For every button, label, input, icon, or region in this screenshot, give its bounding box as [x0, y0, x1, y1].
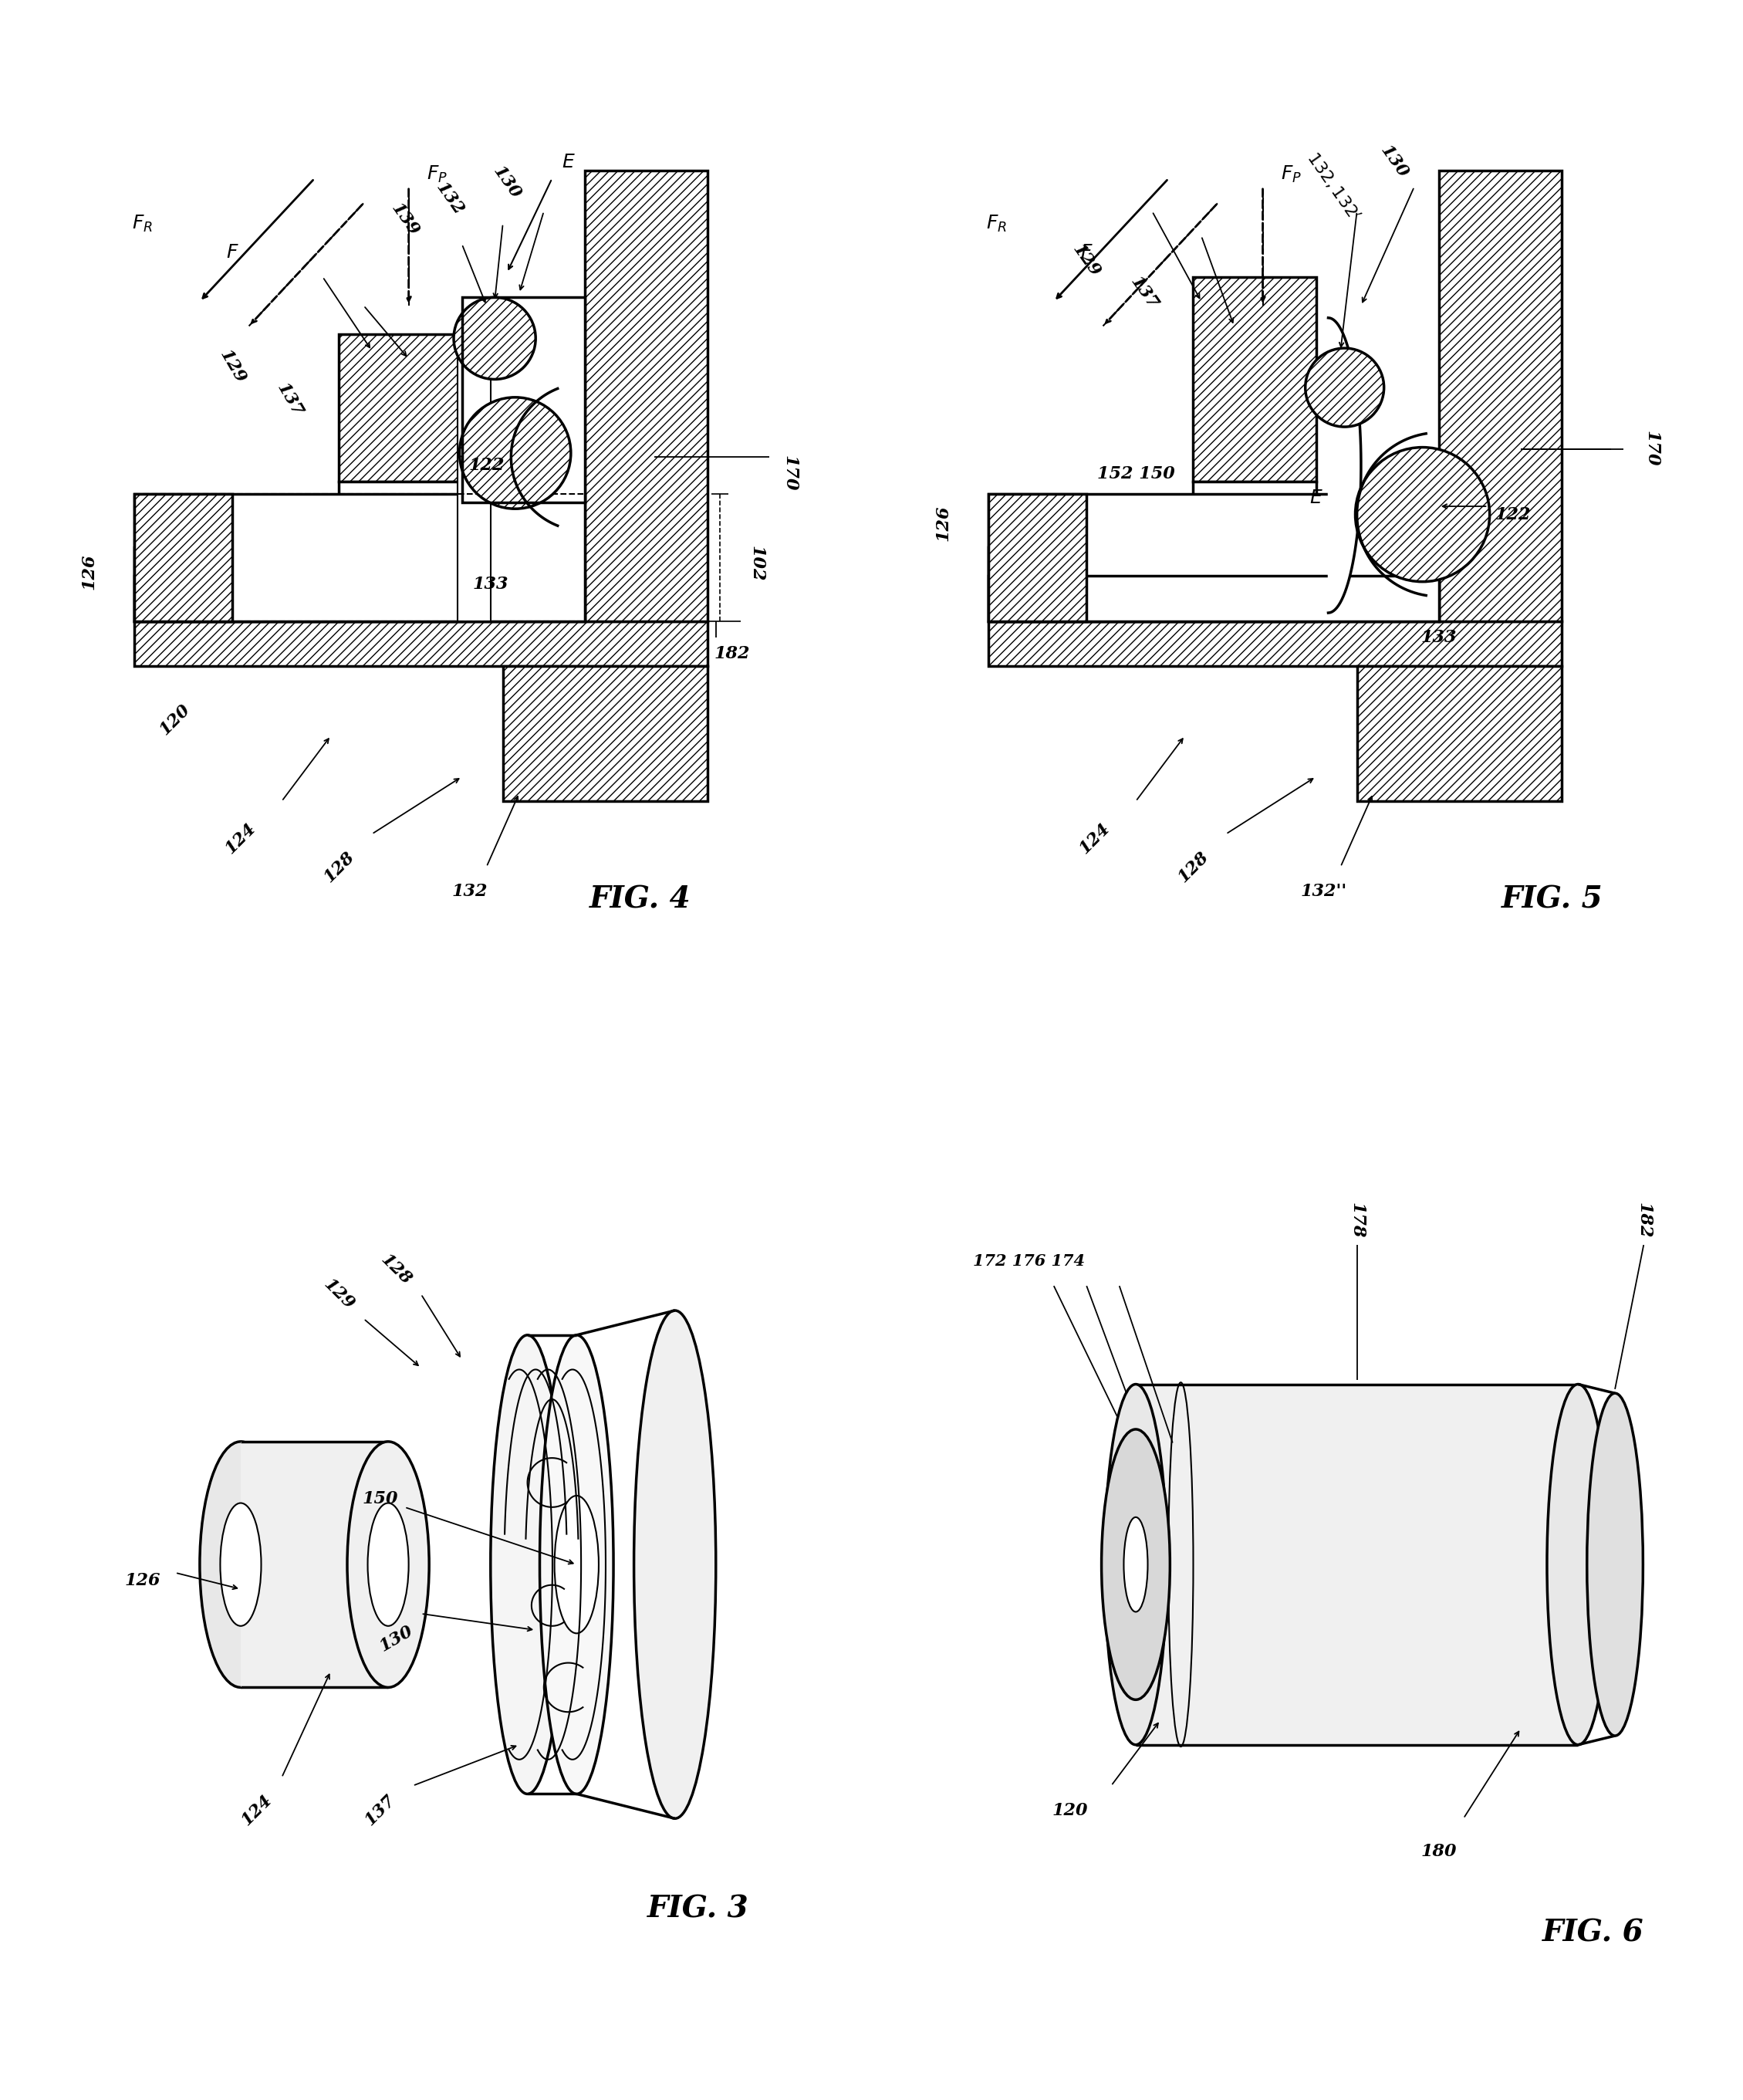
Circle shape: [460, 397, 572, 508]
Bar: [458, 334, 490, 622]
Text: FIG. 3: FIG. 3: [647, 1894, 749, 1924]
Bar: [1192, 481, 1316, 622]
Circle shape: [453, 298, 535, 380]
Ellipse shape: [220, 1504, 261, 1625]
Bar: [134, 575, 586, 622]
Text: $E$: $E$: [561, 153, 575, 172]
Ellipse shape: [490, 1336, 565, 1793]
Bar: [1356, 666, 1562, 802]
Text: 137: 137: [1126, 273, 1161, 313]
Text: FIG. 4: FIG. 4: [589, 884, 692, 914]
Text: 124: 124: [239, 1791, 275, 1829]
Bar: [988, 575, 1440, 622]
Text: 120: 120: [1053, 1802, 1088, 1819]
Text: 130: 130: [376, 1621, 417, 1655]
Text: 152 150: 152 150: [1096, 464, 1175, 483]
Text: 180: 180: [1421, 1844, 1457, 1861]
Text: 133: 133: [1421, 628, 1457, 647]
Bar: [988, 494, 1086, 622]
Text: 170: 170: [781, 456, 798, 491]
Text: 170: 170: [1644, 430, 1661, 466]
Text: 132: 132: [432, 179, 467, 218]
Bar: [134, 548, 338, 622]
Text: 102: 102: [748, 546, 765, 582]
Text: 122: 122: [1495, 506, 1530, 523]
Text: 122: 122: [469, 458, 504, 475]
Text: $F_P$: $F_P$: [427, 164, 448, 185]
Bar: [462, 298, 586, 502]
Bar: [134, 494, 232, 622]
Text: 132: 132: [451, 882, 488, 901]
Text: 126: 126: [80, 554, 98, 590]
Text: 182: 182: [1635, 1203, 1652, 1239]
Bar: [586, 170, 708, 622]
Text: 137: 137: [361, 1791, 399, 1829]
Ellipse shape: [554, 1495, 598, 1634]
Bar: [134, 494, 586, 622]
Text: 124: 124: [221, 819, 260, 857]
Bar: [462, 298, 586, 502]
Ellipse shape: [347, 1441, 429, 1688]
Bar: [988, 622, 1562, 666]
Text: 132'': 132'': [1300, 882, 1347, 901]
Ellipse shape: [1124, 1516, 1147, 1613]
Ellipse shape: [368, 1504, 408, 1625]
Bar: [134, 622, 708, 666]
Text: $132,132'$: $132,132'$: [1302, 149, 1363, 225]
Text: 139: 139: [387, 200, 422, 239]
Text: 126: 126: [934, 504, 952, 540]
Text: 182: 182: [715, 645, 749, 662]
Text: 126: 126: [124, 1573, 160, 1590]
Text: 150: 150: [363, 1491, 397, 1508]
Ellipse shape: [1102, 1430, 1170, 1699]
Text: 124: 124: [1075, 819, 1114, 857]
Bar: [338, 334, 462, 481]
Polygon shape: [1328, 317, 1361, 613]
Text: FIG. 5: FIG. 5: [1501, 884, 1602, 914]
Text: $F$: $F$: [227, 244, 239, 262]
Text: 137: 137: [274, 380, 307, 420]
Bar: [134, 494, 586, 622]
Ellipse shape: [1105, 1384, 1166, 1745]
Bar: [502, 666, 708, 802]
Ellipse shape: [1586, 1392, 1644, 1737]
Text: 130: 130: [490, 164, 525, 202]
Ellipse shape: [200, 1441, 282, 1688]
Text: 178: 178: [1349, 1203, 1365, 1239]
Bar: [241, 1441, 389, 1688]
Text: 129: 129: [216, 347, 249, 386]
Bar: [988, 548, 1192, 622]
Text: 172 176 174: 172 176 174: [973, 1254, 1086, 1268]
Text: $E$: $E$: [1309, 489, 1323, 508]
Text: $F_P$: $F_P$: [1281, 164, 1302, 185]
Text: 128: 128: [321, 848, 357, 886]
Bar: [988, 494, 1440, 622]
Ellipse shape: [540, 1336, 614, 1793]
Circle shape: [1306, 349, 1384, 426]
Text: 133: 133: [472, 575, 509, 592]
Text: $F_R$: $F_R$: [132, 214, 153, 233]
Text: 120: 120: [157, 701, 193, 737]
Circle shape: [1356, 447, 1490, 582]
Bar: [338, 481, 462, 622]
Ellipse shape: [634, 1310, 716, 1819]
Ellipse shape: [1548, 1384, 1609, 1745]
Text: 129: 129: [321, 1275, 357, 1312]
Text: 129: 129: [1070, 242, 1103, 279]
Text: 130: 130: [1377, 143, 1412, 183]
Text: 128: 128: [1175, 848, 1211, 886]
Text: $F_R$: $F_R$: [987, 214, 1007, 233]
Bar: [1192, 277, 1316, 481]
Bar: [1440, 170, 1562, 622]
Text: FIG. 6: FIG. 6: [1543, 1919, 1644, 1949]
Text: 128: 128: [378, 1252, 415, 1287]
Bar: [1136, 1384, 1577, 1745]
Text: $F$: $F$: [1081, 244, 1093, 262]
